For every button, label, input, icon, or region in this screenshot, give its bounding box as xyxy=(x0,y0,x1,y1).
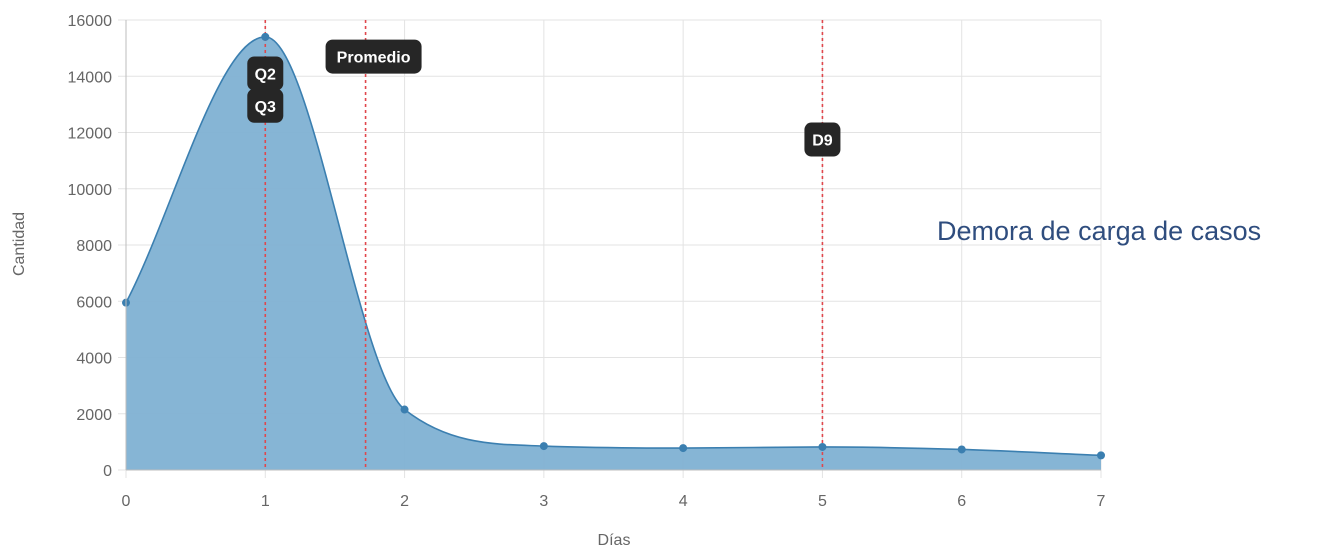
y-tick-label: 8000 xyxy=(76,238,112,255)
annotation-text: Q3 xyxy=(255,99,276,116)
annotation-label: Q3 xyxy=(247,88,284,123)
data-point xyxy=(818,442,827,451)
x-tick-label: 7 xyxy=(1097,493,1106,510)
chart-side-title: Demora de carga de casos xyxy=(937,216,1262,246)
series-fill xyxy=(126,36,1101,470)
series-area xyxy=(125,36,1102,470)
y-tick-label: 4000 xyxy=(76,351,112,368)
y-tick-label: 0 xyxy=(103,463,112,480)
data-point xyxy=(261,32,270,41)
annotation-text: Q2 xyxy=(255,66,276,83)
x-tick-label: 1 xyxy=(261,493,270,510)
y-tick-label: 6000 xyxy=(76,294,112,311)
annotation-label: D9 xyxy=(804,122,841,157)
annotation-box xyxy=(325,39,422,74)
y-tick-label: 2000 xyxy=(76,407,112,424)
y-tick-label: 12000 xyxy=(68,126,113,143)
x-tick-label: 6 xyxy=(957,493,966,510)
x-tick-label: 4 xyxy=(679,493,688,510)
annotation-text: Promedio xyxy=(337,50,411,67)
x-tick-label: 0 xyxy=(122,493,131,510)
annotation-label: Q2 xyxy=(247,56,284,91)
y-tick-label: 14000 xyxy=(68,69,113,86)
data-point xyxy=(1097,451,1105,460)
x-tick-label: 2 xyxy=(400,493,409,510)
annotations: Q2 Q3 Promedio D9 xyxy=(247,39,841,157)
data-points xyxy=(122,32,1105,460)
series-line xyxy=(125,36,1102,457)
annotation-text: D9 xyxy=(812,133,833,150)
annotation-box xyxy=(247,56,284,91)
annotation-label: Promedio xyxy=(325,39,422,74)
annotation-box xyxy=(247,88,284,123)
annotation-box xyxy=(804,122,841,157)
y-tick-label: 16000 xyxy=(68,13,113,30)
y-tick-label: 10000 xyxy=(68,182,113,199)
x-axis-title: Días xyxy=(598,532,631,549)
data-point xyxy=(400,405,409,414)
y-axis-title: Cantidad xyxy=(11,212,28,276)
data-point xyxy=(957,445,966,454)
data-point xyxy=(539,442,548,451)
data-point xyxy=(679,444,688,453)
x-tick-label: 5 xyxy=(818,493,827,510)
x-tick-label: 3 xyxy=(539,493,548,510)
axes: 0 2000 4000 6000 8000 10000 12000 14000 16000 0 1 2… xyxy=(68,13,1106,510)
